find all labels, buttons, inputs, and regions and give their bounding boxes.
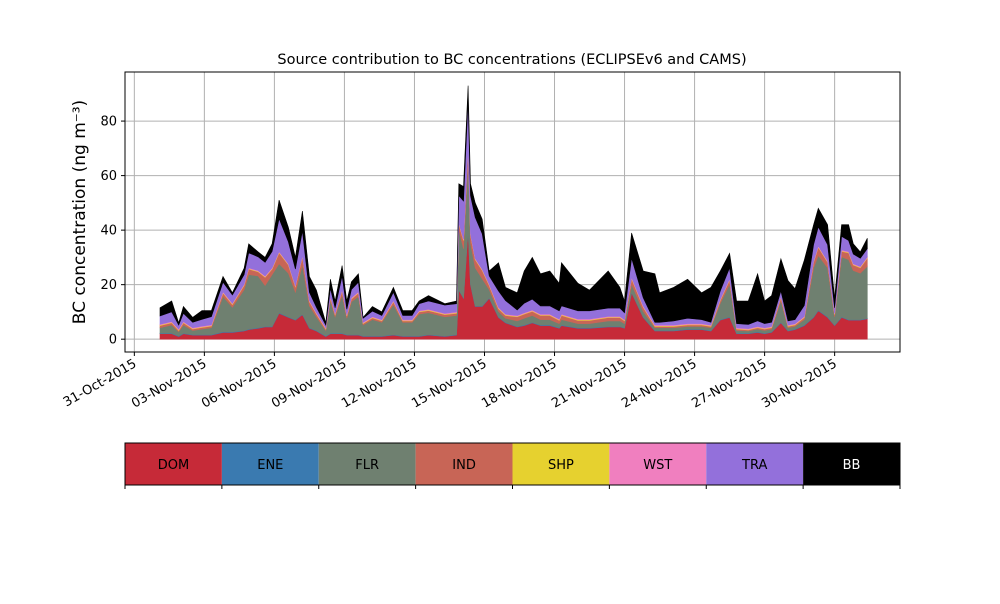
legend-label-ene: ENE: [257, 458, 283, 473]
legend-label-bb: BB: [843, 458, 861, 473]
y-axis-label: BC concentration (ng m⁻³): [70, 100, 90, 324]
y-axis-ticks: 0 20 40 60 80: [100, 115, 125, 348]
legend-swatch-ind: [415, 443, 513, 485]
legend-label-ind: IND: [452, 458, 476, 473]
legend-swatch-shp: [512, 443, 610, 485]
area-bb: [159, 85, 868, 326]
y-tick-label: 40: [100, 224, 117, 239]
y-tick-label: 60: [100, 169, 117, 184]
legend-label-shp: SHP: [548, 458, 574, 473]
legend-swatch-ene: [221, 443, 319, 485]
legend-label-dom: DOM: [158, 458, 189, 473]
legend-swatch-tra: [706, 443, 804, 485]
legend-label-tra: TRA: [741, 458, 767, 473]
legend-label-flr: FLR: [355, 458, 379, 473]
stacked-areas: [159, 85, 868, 340]
y-tick-label: 80: [100, 115, 117, 130]
legend-swatch-flr: [318, 443, 416, 485]
legend-colorbar: DOM ENE FLR IND SHP WST TRA BB: [124, 442, 901, 489]
y-tick-label: 20: [100, 278, 117, 293]
y-tick-label: 0: [109, 333, 117, 348]
plot-frame: [124, 71, 901, 353]
legend-swatch-wst: [609, 443, 707, 485]
legend-swatch-bb: [803, 443, 900, 485]
legend-label-wst: WST: [643, 458, 672, 473]
chart-title: Source contribution to BC concentrations…: [277, 52, 746, 68]
legend-swatch-dom: [125, 443, 222, 485]
